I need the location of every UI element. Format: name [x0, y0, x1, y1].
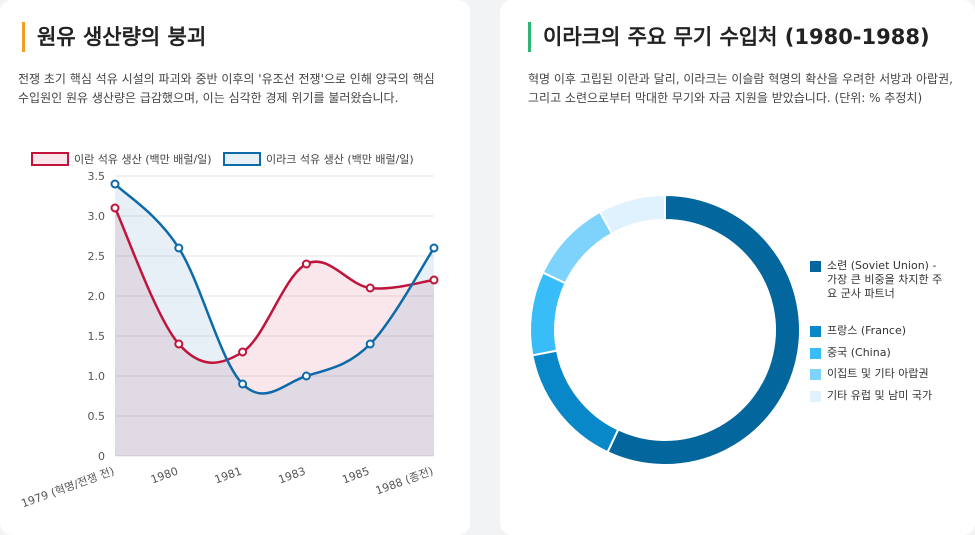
donut-slice	[606, 193, 801, 466]
y-tick-label: 2.5	[88, 250, 106, 263]
x-tick-label: 1985	[340, 465, 371, 487]
donut-legend-item: 이집트 및 기타 아랍권	[810, 367, 950, 381]
iran-point	[365, 283, 375, 293]
legend-label: 프랑스 (France)	[827, 324, 907, 337]
legend-swatch	[810, 348, 821, 359]
legend-swatch	[810, 369, 821, 380]
donut-legend-item: 소련 (Soviet Union) - 가장 큰 비중을 차지한 주요 군사 파…	[810, 259, 950, 301]
x-tick-label: 1983	[277, 465, 308, 487]
y-tick-label: 1.5	[88, 330, 106, 343]
legend-swatch	[810, 391, 821, 402]
x-tick-label: 1979 (혁명/전쟁 전)	[20, 465, 116, 511]
iran-legend-label: 이란 석유 생산 (백만 배럴/일)	[74, 152, 212, 166]
oil-production-line-chart: 0 0.5 1.0 1.5 2.0 2.5 3.0 3.5 1979 (혁명/전쟁 전) 1980…	[20, 152, 439, 511]
y-tick-label: 3.5	[88, 170, 106, 183]
iraq-point	[110, 179, 120, 189]
iraq-point	[174, 243, 184, 253]
donut-legend-item: 기타 유럽 및 남미 국가	[810, 389, 950, 403]
oil-chart-title: 원유 생산량의 붕괴	[22, 22, 206, 52]
donut-legend-item: 중국 (China)	[810, 346, 950, 360]
y-tick-label: 3.0	[88, 210, 106, 223]
iraq-point	[429, 243, 439, 253]
legend-label: 중국 (China)	[827, 346, 891, 359]
donut-slice	[598, 193, 666, 235]
iraq-line	[114, 183, 436, 395]
iran-point	[301, 259, 311, 269]
iraq-point	[238, 379, 248, 389]
legend-swatch	[810, 261, 821, 272]
donut-legend-item: 프랑스 (France)	[810, 324, 950, 338]
iraq-legend-label: 이라크 석유 생산 (백만 배럴/일)	[266, 152, 414, 166]
iran-legend-swatch	[31, 152, 69, 166]
iraq-area	[115, 184, 434, 456]
y-tick-label: 0	[98, 450, 105, 463]
iran-area	[115, 208, 434, 456]
iran-point	[110, 203, 120, 213]
oil-production-card: 원유 생산량의 붕괴 전쟁 초기 핵심 석유 시설의 파괴와 중반 이후의 '유…	[0, 0, 470, 535]
oil-chart-description: 전쟁 초기 핵심 석유 시설의 파괴와 중반 이후의 '유조선 전쟁'으로 인해…	[18, 72, 435, 105]
donut-slice	[531, 349, 620, 454]
iraq-legend-swatch	[223, 152, 261, 166]
legend-label: 소련 (Soviet Union) - 가장 큰 비중을 차지한 주요 군사 파…	[827, 259, 943, 300]
donut-slice	[541, 210, 614, 285]
legend-label: 이집트 및 기타 아랍권	[827, 367, 929, 380]
arms-import-card: 이라크의 주요 무기 수입처 (1980-1988) 혁명 이후 고립된 이란과…	[500, 0, 975, 535]
y-tick-label: 2.0	[88, 290, 106, 303]
iraq-point	[301, 371, 311, 381]
x-tick-label: 1988 (종전)	[374, 465, 435, 498]
y-tick-label: 0.5	[88, 410, 106, 423]
donut-slice	[529, 271, 567, 357]
legend-label: 기타 유럽 및 남미 국가	[827, 389, 933, 402]
y-tick-label: 1.0	[88, 370, 106, 383]
iran-point	[174, 339, 184, 349]
arms-import-donut-chart	[529, 193, 801, 466]
x-tick-label: 1981	[213, 465, 244, 487]
arms-chart-title: 이라크의 주요 무기 수입처 (1980-1988)	[528, 22, 930, 52]
iran-point	[238, 347, 248, 357]
x-tick-label: 1980	[149, 465, 180, 487]
legend-swatch	[810, 326, 821, 337]
iraq-point	[365, 339, 375, 349]
arms-chart-description: 혁명 이후 고립된 이란과 달리, 이라크는 이슬람 혁명의 확산을 우려한 서…	[528, 72, 953, 105]
iran-point	[429, 275, 439, 285]
